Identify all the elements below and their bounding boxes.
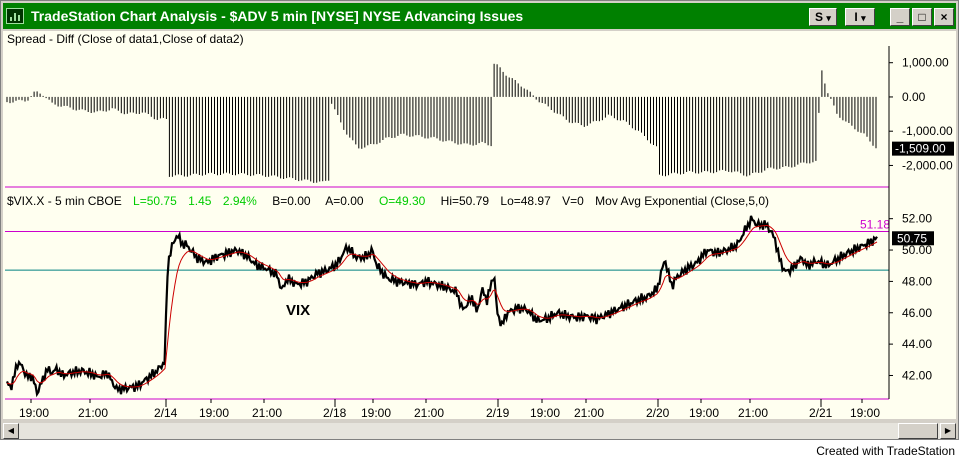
time-axis: 19:00 21:00 2/14 19:00 21:00 2/18 19:00 21:00 2/… [19,399,880,419]
interval-link-label: I [854,10,858,24]
indicator-label: Mov Avg Exponential (Close,5,0) [595,194,769,208]
reference-value-label: 51.18 [860,218,890,232]
x-tick-label: 2/21 [809,406,833,419]
chevron-down-icon: ▾ [861,13,866,23]
upper-last-value-box [892,141,954,156]
footer-credit: Created with TradeStation [816,444,955,458]
net-change: 1.45 [188,194,212,208]
volume-value: V=0 [562,194,584,208]
x-tick-label: 19:00 [19,406,49,419]
close-button[interactable]: × [934,8,954,26]
app-icon[interactable] [6,8,24,24]
reference-lines [5,231,889,271]
lower-y-tick-label: 46.00 [902,306,932,320]
x-tick-label: 2/20 [646,406,670,419]
bid-value: B=0.00 [272,194,311,208]
open-value: O=49.30 [379,194,426,208]
x-tick-label: 21:00 [574,406,604,419]
title-bar[interactable]: TradeStation Chart Analysis - $ADV 5 min… [3,3,956,29]
lower-last-value-box [892,231,934,246]
lower-y-tick-label: 44.00 [902,337,932,351]
chart-window: TradeStation Chart Analysis - $ADV 5 min… [0,0,959,440]
symbol-link-label: S [815,10,824,24]
lower-last-value: 50.75 [897,231,927,245]
vix-price-series [5,215,878,398]
symbol-label: $VIX.X - 5 min CBOE [7,194,122,208]
x-tick-label: 2/19 [486,406,510,419]
lower-y-tick-label: 48.00 [902,274,932,288]
x-tick-label: 21:00 [738,406,768,419]
upper-last-value: -1,509.00 [895,142,946,156]
upper-y-tick-label: 1,000.00 [902,56,949,70]
upper-y-axis: 1,000.00 0.00 -1,000.00 -2,000.00 -1,509.00 [889,56,954,172]
minimize-button[interactable]: _ [890,8,910,26]
maximize-icon: □ [918,10,926,24]
scroll-thumb[interactable] [898,423,938,439]
symbol-link-button[interactable]: S ▾ [809,8,837,26]
interval-link-button[interactable]: I ▾ [845,8,875,26]
last-price: L=50.75 [133,194,177,208]
close-icon: × [940,10,948,24]
upper-y-tick-label: -2,000.00 [902,158,953,172]
x-tick-label: 19:00 [530,406,560,419]
scroll-right-arrow-icon[interactable]: ▶ [940,423,956,439]
low-value: Lo=48.97 [500,194,551,208]
chart-svg[interactable]: Spread - Diff (Close of data1,Close of d… [3,31,956,419]
price-bars [5,215,878,398]
vix-annotation: VIX [286,302,310,319]
chart-area[interactable]: Spread - Diff (Close of data1,Close of d… [3,31,956,419]
lower-y-axis: 52.00 50.00 48.00 46.00 44.00 42.00 51.18 50.75 [860,212,934,382]
x-tick-label: 19:00 [689,406,719,419]
upper-y-tick-label: -1,000.00 [902,124,953,138]
x-tick-label: 19:00 [199,406,229,419]
pct-change: 2.94% [223,194,257,208]
x-tick-label: 21:00 [78,406,108,419]
lower-panel-header: $VIX.X - 5 min CBOE L=50.75 1.45 2.94% B… [7,194,769,208]
x-tick-label: 2/14 [154,406,178,419]
x-tick-label: 2/18 [323,406,347,419]
upper-y-tick-label: 0.00 [902,90,926,104]
window-title: TradeStation Chart Analysis - $ADV 5 min… [31,8,524,24]
ask-value: A=0.00 [325,194,364,208]
upper-panel-title: Spread - Diff (Close of data1,Close of d… [7,32,244,46]
scroll-left-arrow-icon[interactable]: ◀ [3,423,19,439]
maximize-button[interactable]: □ [912,8,932,26]
lower-y-tick-label: 52.00 [902,212,932,226]
x-tick-label: 21:00 [252,406,282,419]
lower-y-tick-label: 50.00 [902,243,932,257]
chevron-down-icon: ▾ [826,13,831,23]
x-tick-label: 21:00 [414,406,444,419]
ema-line [6,224,878,388]
x-tick-label: 19:00 [361,406,391,419]
high-value: Hi=50.79 [441,194,490,208]
minimize-icon: _ [896,10,904,24]
lower-y-tick-label: 42.00 [902,368,932,382]
spread-histogram [6,63,877,183]
x-tick-label: 19:00 [850,406,880,419]
horizontal-scrollbar[interactable]: ◀ ▶ [3,423,956,439]
